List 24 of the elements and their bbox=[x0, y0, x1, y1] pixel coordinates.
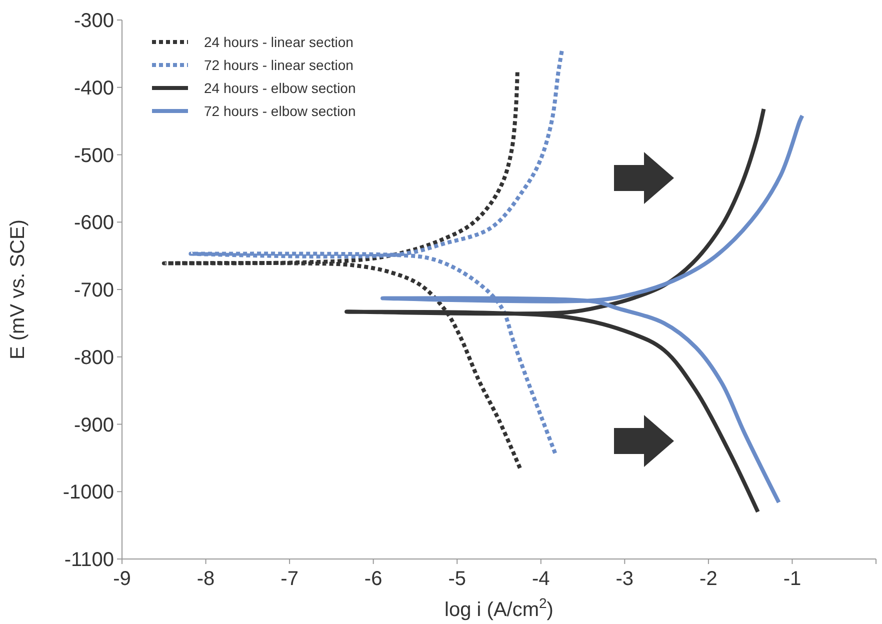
y-tick-label: -700 bbox=[74, 280, 114, 302]
x-tick-label: -9 bbox=[113, 568, 131, 590]
x-tick-label: -7 bbox=[280, 568, 298, 590]
y-tick-label: -800 bbox=[74, 346, 114, 369]
y-tick-label: -1000 bbox=[62, 482, 114, 504]
x-tick-label: -2 bbox=[700, 568, 718, 590]
y-tick-label: -300 bbox=[74, 10, 114, 32]
x-tick-label: -3 bbox=[616, 568, 634, 590]
y-tick-label: -400 bbox=[74, 77, 114, 100]
y-axis-title: E (mV vs. SCE) bbox=[7, 219, 29, 360]
y-tick-label: -600 bbox=[74, 212, 114, 234]
legend-label: 24 hours - linear section bbox=[204, 34, 354, 50]
y-tick-label: -900 bbox=[74, 414, 114, 436]
x-tick-label: -4 bbox=[532, 568, 550, 590]
legend-label: 24 hours - elbow section bbox=[204, 80, 356, 96]
x-axis-title: log i (A/cm$^{2}$) bbox=[444, 595, 554, 621]
x-tick-label: -5 bbox=[448, 568, 466, 590]
x-tick-label: -8 bbox=[196, 568, 215, 590]
x-tick-label: -6 bbox=[364, 568, 382, 590]
legend-label: 72 hours - elbow section bbox=[204, 102, 356, 119]
y-tick-label: -1100 bbox=[64, 549, 114, 571]
x-tick-label: -1 bbox=[783, 568, 802, 590]
y-tick-label: -500 bbox=[74, 144, 114, 167]
legend-label: 72 hours - linear section bbox=[204, 56, 354, 73]
